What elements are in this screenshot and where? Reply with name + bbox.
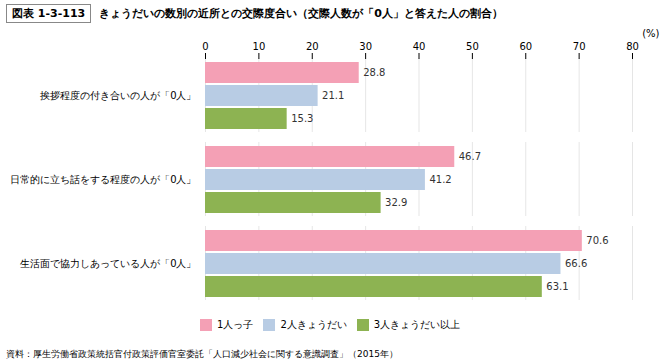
svg-text:60: 60 (519, 41, 532, 52)
svg-text:15.3: 15.3 (291, 113, 313, 124)
svg-text:46.7: 46.7 (459, 151, 481, 162)
svg-text:日常的に立ち話をする程度の人が「0人」: 日常的に立ち話をする程度の人が「0人」 (10, 174, 196, 185)
html-text:資料：厚生労働省政策統括官付政策評価官室委託「人口減少社会に: 資料：厚生労働省政策統括官付政策評価官室委託「人口減少社会に関する意識調査」（2… (6, 349, 398, 359)
svg-text:21.1: 21.1 (322, 90, 344, 101)
html-text:3人きょうだい以上: 3人きょうだい以上 (373, 318, 461, 330)
svg-text:30: 30 (359, 41, 372, 52)
svg-text:(%): (%) (642, 28, 659, 39)
svg-text:28.8: 28.8 (363, 67, 385, 78)
svg-text:50: 50 (466, 41, 479, 52)
svg-text:生活面で協力しあっている人が「0人」: 生活面で協力しあっている人が「0人」 (20, 258, 196, 269)
html-text:2人きょうだい: 2人きょうだい (280, 318, 347, 330)
svg-text:41.2: 41.2 (429, 174, 451, 185)
svg-text:20: 20 (306, 41, 319, 52)
html-text:図表 1-3-113: 図表 1-3-113 (12, 6, 86, 20)
svg-text:40: 40 (413, 41, 426, 52)
svg-text:63.1: 63.1 (546, 281, 568, 292)
svg-text:32.9: 32.9 (385, 197, 407, 208)
html-text:きょうだいの数別の近所との交際度合い（交際人数が「0人」と答: きょうだいの数別の近所との交際度合い（交際人数が「0人」と答えた人の割合） (99, 6, 503, 20)
svg-text:0: 0 (202, 41, 208, 52)
svg-text:70: 70 (573, 41, 586, 52)
html-text:1人っ子: 1人っ子 (217, 318, 254, 330)
svg-text:66.6: 66.6 (565, 258, 587, 269)
svg-text:10: 10 (253, 41, 266, 52)
svg-text:挨拶程度の付き合いの人が「0人」: 挨拶程度の付き合いの人が「0人」 (40, 90, 196, 101)
svg-text:80: 80 (626, 41, 639, 52)
svg-text:70.6: 70.6 (586, 235, 608, 246)
